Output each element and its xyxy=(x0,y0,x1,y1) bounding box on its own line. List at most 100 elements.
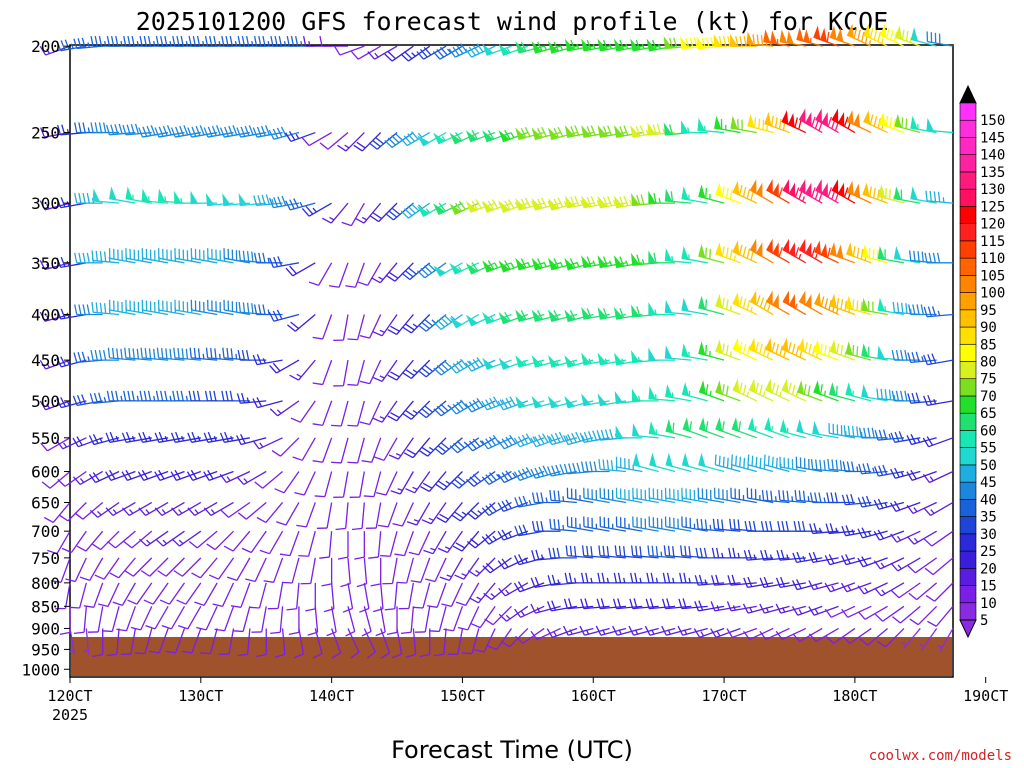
wind-barb xyxy=(513,554,545,566)
wind-barb xyxy=(778,490,806,504)
wind-barb xyxy=(385,202,414,221)
wind-barb xyxy=(515,627,545,644)
wind-barb xyxy=(547,41,578,54)
colorbar-swatch xyxy=(959,585,977,604)
wind-barb xyxy=(715,293,741,316)
wind-barb xyxy=(648,421,676,439)
wind-barb xyxy=(372,400,398,423)
wind-barb xyxy=(814,292,839,316)
wind-barb xyxy=(681,516,708,532)
wind-barb xyxy=(356,557,368,588)
wind-barb xyxy=(203,431,234,443)
wind-barb xyxy=(828,423,856,439)
wind-barb xyxy=(154,469,185,481)
wind-barb xyxy=(908,582,938,601)
wind-barb xyxy=(137,469,169,481)
wind-barb xyxy=(497,470,529,484)
x-tick-label: 160CT xyxy=(571,687,616,705)
wind-barb xyxy=(56,308,87,320)
y-axis: 200 250 300 350 400 450 500 550 600 650 700 750 800 8… xyxy=(21,37,70,679)
wind-barb xyxy=(187,431,218,443)
wind-barb xyxy=(384,45,414,62)
wind-barb xyxy=(350,45,382,60)
wind-barb xyxy=(125,299,152,316)
wind-barb xyxy=(795,456,823,473)
wind-barb xyxy=(416,202,447,218)
wind-barb xyxy=(497,557,529,570)
wind-barb xyxy=(665,384,692,402)
y-tick-label: 450 xyxy=(31,351,60,370)
wind-barb xyxy=(597,195,627,209)
colorbar-tick-label: 120 xyxy=(980,217,1005,233)
wind-barb xyxy=(796,380,823,402)
wind-barb xyxy=(546,431,578,446)
wind-barb xyxy=(433,628,447,657)
wind-barb xyxy=(714,454,741,473)
wind-barb xyxy=(698,295,725,316)
wind-barb xyxy=(170,431,201,443)
wind-barb xyxy=(333,314,349,342)
wind-barb xyxy=(384,132,414,148)
wind-barb xyxy=(237,349,267,361)
wind-barb xyxy=(746,487,774,504)
wind-barb xyxy=(187,125,218,138)
wind-barb xyxy=(268,309,300,322)
wind-barb xyxy=(764,111,790,134)
colorbar-swatch xyxy=(959,206,977,224)
wind-barb xyxy=(748,337,774,361)
wind-barb xyxy=(715,242,741,264)
wind-barb xyxy=(530,433,561,448)
wind-barb xyxy=(514,495,545,508)
wind-barb xyxy=(292,437,316,461)
wind-barb xyxy=(796,418,823,439)
wind-barb xyxy=(105,431,136,443)
wind-barb xyxy=(157,557,185,577)
wind-barb xyxy=(237,628,251,657)
wind-barb xyxy=(629,598,659,610)
wind-barb xyxy=(829,242,856,264)
wind-barb xyxy=(644,625,676,636)
wind-barb xyxy=(761,490,790,504)
wind-barb xyxy=(39,45,71,56)
wind-barb xyxy=(808,605,839,616)
plot-area xyxy=(69,44,954,678)
wind-barb xyxy=(417,400,447,419)
wind-barb xyxy=(141,188,169,204)
wind-barb xyxy=(894,113,921,134)
wind-barb xyxy=(155,530,185,547)
wind-barb xyxy=(710,627,741,638)
wind-barb xyxy=(102,606,120,633)
wind-barb xyxy=(730,115,757,134)
wind-barb xyxy=(269,359,300,374)
wind-barb xyxy=(190,248,218,264)
wind-barb xyxy=(90,349,120,361)
wind-barb xyxy=(470,605,496,629)
wind-barb xyxy=(766,238,790,264)
wind-barb xyxy=(779,418,807,439)
wind-barb xyxy=(910,27,937,47)
wind-barb xyxy=(513,433,545,448)
wind-barb xyxy=(333,471,349,498)
wind-barb xyxy=(400,202,431,219)
wind-barb xyxy=(218,628,235,655)
wind-barb xyxy=(331,400,349,427)
colorbar-swatch xyxy=(959,240,977,259)
wind-barb xyxy=(194,582,218,606)
wind-barb xyxy=(83,582,104,608)
wind-barb xyxy=(908,304,937,316)
colorbar-tick-label: 80 xyxy=(980,355,997,371)
wind-barb xyxy=(581,195,610,209)
wind-barb xyxy=(371,262,398,284)
wind-barb xyxy=(429,606,447,633)
wind-barb xyxy=(597,572,626,584)
wind-barb xyxy=(94,557,120,580)
wind-barb xyxy=(922,436,954,448)
wind-barb xyxy=(112,582,136,606)
colorbar-tick-label: 75 xyxy=(980,372,997,388)
wind-barb xyxy=(417,314,447,332)
wind-barb xyxy=(564,38,594,52)
wind-barb xyxy=(613,352,643,366)
wind-barb xyxy=(874,605,905,622)
colorbar-swatch xyxy=(959,447,977,466)
wind-barb xyxy=(337,531,349,560)
